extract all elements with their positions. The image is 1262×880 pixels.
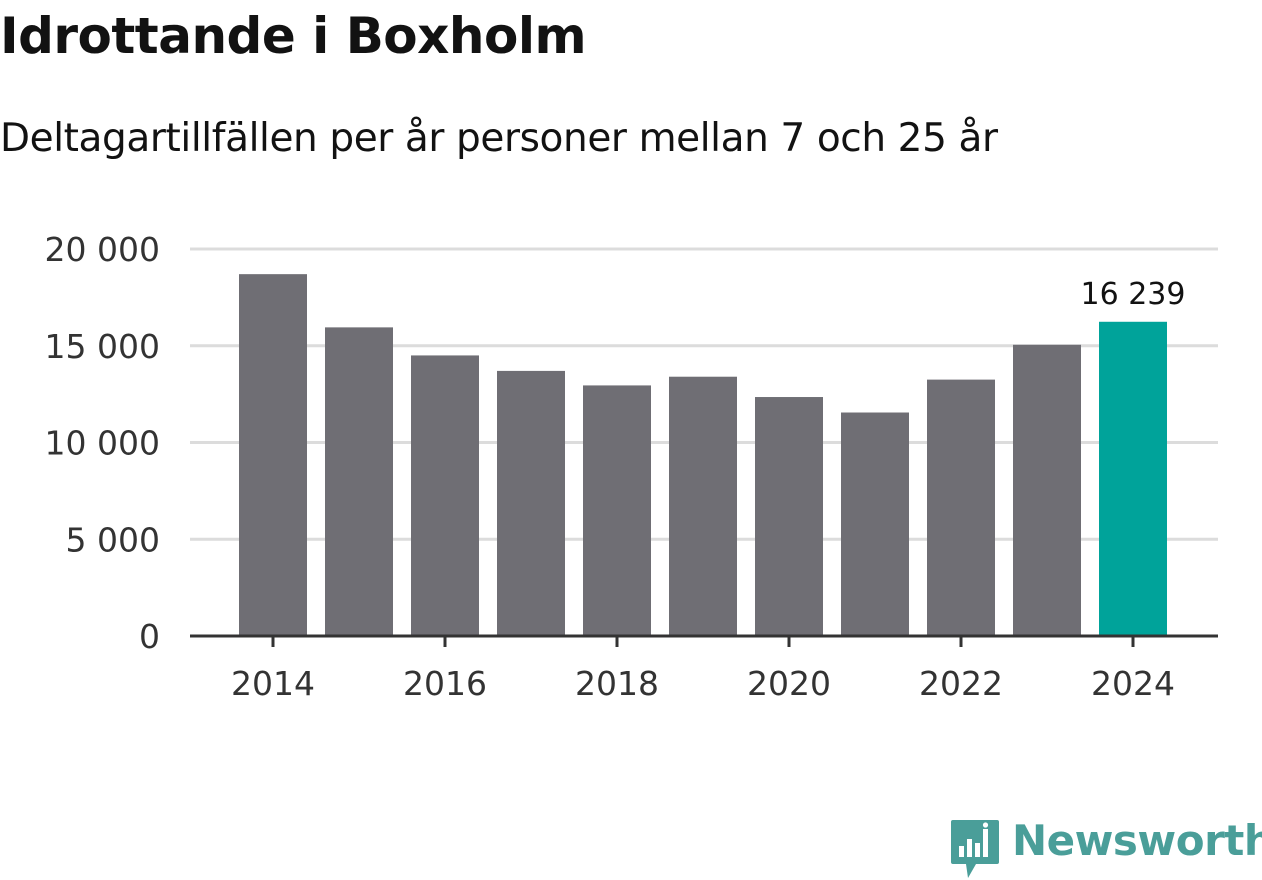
newsworthy-logo: Newsworthy [950,818,1262,880]
y-tick-label: 5 000 [66,520,160,559]
bar-2014 [239,274,307,636]
x-tick-label: 2018 [575,664,659,703]
x-tick-label: 2022 [919,664,1003,703]
bar-2016 [411,355,479,636]
brand-name: Newsworthy [1012,816,1262,865]
chart-subtitle: Deltagartillfällen per år personer mella… [0,116,998,161]
bar-2017 [497,370,565,636]
bar-2015 [325,327,393,636]
bar-2023 [1013,344,1081,636]
y-tick-label: 20 000 [45,230,160,269]
bar-2019 [669,376,737,636]
y-tick-label: 0 [139,617,160,656]
bar-2022 [927,379,995,636]
x-tick-label: 2016 [403,664,487,703]
x-tick-label: 2014 [231,664,315,703]
chart-title: Idrottande i Boxholm [0,7,587,65]
data-label: 16 239 [1081,277,1186,312]
bar-2024 [1099,321,1167,636]
labels: 0 5 000 10 000 15 000 20 000 2014 2016 2018 2020… [45,230,1186,703]
bars [239,274,1167,636]
y-tick-label: 10 000 [45,424,160,463]
x-tick-label: 2020 [747,664,831,703]
bar-2018 [583,385,651,636]
bar-2021 [841,412,909,636]
bar-2020 [755,397,823,636]
x-tick-label: 2024 [1091,664,1175,703]
x-axis [190,634,1218,647]
newsworthy-chart-icon [951,820,999,878]
y-tick-label: 15 000 [45,327,160,366]
